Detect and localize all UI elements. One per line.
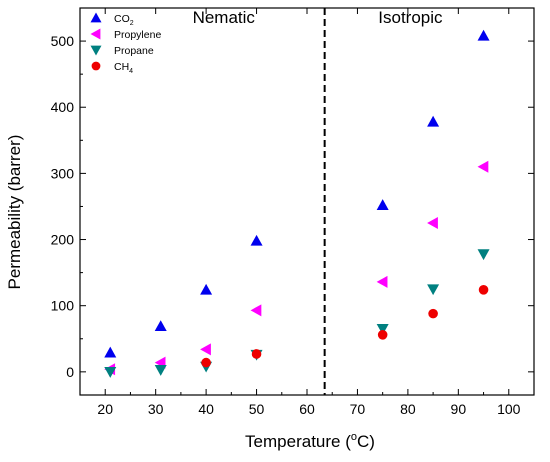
y-tick-label: 0	[66, 364, 74, 380]
region-label: Isotropic	[378, 8, 443, 27]
propane-point	[104, 367, 117, 378]
x-tick-label: 90	[451, 401, 467, 417]
co2-point	[104, 346, 117, 358]
x-tick-label: 20	[97, 401, 113, 417]
propylene-point	[376, 275, 388, 288]
legend-marker-propylene	[90, 28, 101, 40]
ch4-point	[201, 357, 211, 368]
x-tick-label: 30	[148, 401, 164, 417]
x-tick-label: 60	[299, 401, 315, 417]
propane-point	[427, 284, 440, 296]
data-points	[104, 29, 490, 378]
legend-label-co2: CO2	[114, 13, 134, 27]
propylene-point	[477, 160, 489, 173]
region-labels: Nematic Isotropic	[193, 8, 443, 27]
co2-point	[376, 199, 389, 210]
co2-point	[250, 234, 263, 246]
propane-point	[477, 249, 490, 261]
legend-label-ch4: CH4	[114, 61, 133, 75]
ch4-point	[428, 308, 438, 319]
x-tick-label: 100	[497, 401, 521, 417]
axis-ticks: 20 30 40 50 60 70 80 90 100 0 100 200 300 400 500	[51, 8, 534, 417]
propane-point	[154, 365, 167, 376]
x-tick-label: 40	[198, 401, 214, 417]
propylene-point	[250, 304, 262, 317]
legend-marker-co2	[90, 12, 102, 23]
x-tick-label: 80	[400, 401, 416, 417]
ch4-point	[377, 330, 388, 340]
legend-label-propane: Propane	[114, 45, 154, 57]
co2-point	[427, 115, 440, 127]
propylene-point	[427, 217, 438, 229]
y-tick-label: 300	[51, 165, 75, 181]
y-tick-label: 500	[51, 33, 75, 49]
legend-marker-propane	[90, 45, 102, 56]
y-tick-label: 200	[51, 232, 75, 248]
legend: CO2 Propylene Propane CH4	[90, 12, 161, 75]
x-axis-title: Temperature (oC)	[245, 431, 375, 451]
co2-point	[154, 320, 167, 331]
ch4-point	[251, 349, 262, 359]
y-tick-label: 100	[51, 298, 75, 314]
ch4-point	[478, 285, 489, 295]
plot-frame	[79, 7, 535, 396]
x-tick-label: 70	[350, 401, 366, 417]
legend-label-propylene: Propylene	[114, 29, 161, 41]
y-tick-label: 400	[51, 99, 75, 115]
x-tick-label: 50	[249, 401, 265, 417]
region-label: Nematic	[193, 8, 256, 27]
co2-point	[200, 283, 213, 295]
plot-area	[79, 7, 535, 396]
propylene-point	[200, 343, 211, 356]
propane-point	[376, 324, 389, 335]
y-axis-title: Permeability (barrer)	[5, 135, 24, 290]
legend-marker-ch4	[91, 61, 101, 71]
co2-point	[477, 29, 490, 41]
